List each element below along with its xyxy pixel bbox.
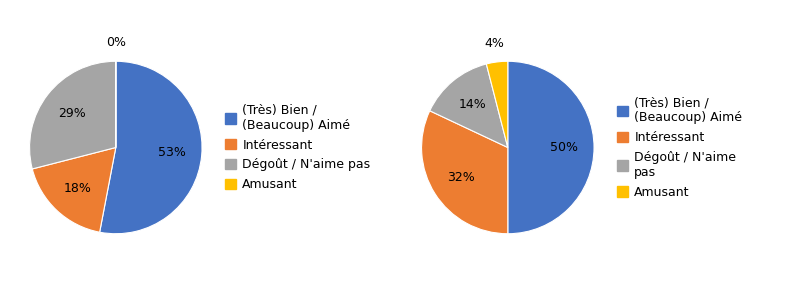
Wedge shape: [422, 111, 508, 234]
Wedge shape: [486, 61, 508, 148]
Text: 53%: 53%: [158, 146, 186, 159]
Text: 50%: 50%: [550, 141, 578, 154]
Legend: (Très) Bien /
(Beaucoup) Aimé, Intéressant, Dégoût / N'aime pas, Amusant: (Très) Bien / (Beaucoup) Aimé, Intéressa…: [221, 100, 374, 195]
Text: 0%: 0%: [106, 36, 126, 49]
Text: 32%: 32%: [446, 171, 474, 184]
Wedge shape: [100, 61, 202, 234]
Text: 4%: 4%: [485, 37, 505, 50]
Wedge shape: [32, 148, 116, 232]
Text: 29%: 29%: [58, 107, 86, 120]
Text: 14%: 14%: [458, 98, 486, 111]
Legend: (Très) Bien /
(Beaucoup) Aimé, Intéressant, Dégoût / N'aime
pas, Amusant: (Très) Bien / (Beaucoup) Aimé, Intéressa…: [613, 92, 746, 203]
Wedge shape: [508, 61, 594, 234]
Text: 18%: 18%: [63, 182, 91, 195]
Wedge shape: [430, 64, 508, 148]
Wedge shape: [30, 61, 116, 169]
